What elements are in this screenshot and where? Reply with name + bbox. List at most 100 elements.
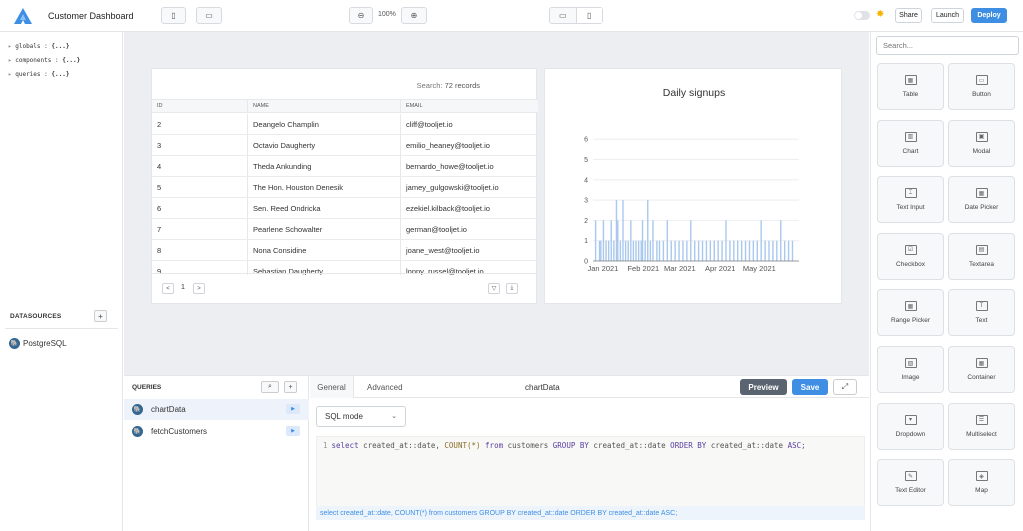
chart-bar xyxy=(686,240,688,261)
widget-card-range-picker[interactable]: ▦ Range Picker xyxy=(877,289,944,337)
chart-bar xyxy=(678,240,680,261)
chevron-down-icon: ⌄ xyxy=(391,413,397,420)
widget-card-map[interactable]: ◈ Map xyxy=(948,459,1015,507)
widget-card-chart[interactable]: ▥ Chart xyxy=(877,119,944,167)
add-query-button[interactable]: + xyxy=(284,381,297,393)
expand-button[interactable]: ⤢ xyxy=(833,379,857,395)
table-cell: bernardo_howe@tooljet.io xyxy=(400,156,538,176)
run-query-icon[interactable]: ▶ xyxy=(286,426,300,436)
table-row[interactable]: 4 Theda Ankunding bernardo_howe@tooljet.io xyxy=(152,156,538,177)
table-row[interactable]: 6 Sen. Reed Ondricka ezekiel.kilback@toolj… xyxy=(152,198,538,219)
chart-bar xyxy=(740,240,743,261)
widget-card-button[interactable]: ▭ Button xyxy=(948,63,1015,110)
widget-card-textarea[interactable]: ▤ Textarea xyxy=(948,232,1015,280)
chart-widget[interactable]: Daily signups 0 1 2 3 4 5 6 Jan 2021 Feb 2021 Mar… xyxy=(544,68,842,304)
table-cell: emilio_heaney@tooljet.io xyxy=(400,135,538,155)
tooljet-logo-icon[interactable] xyxy=(14,8,32,24)
toggle-inspector-button[interactable]: ▭ xyxy=(196,7,222,24)
search-queries-button[interactable]: ⌕ xyxy=(261,381,279,393)
table-search[interactable]: Search: 72 records xyxy=(416,81,480,90)
table-footer: < 1 > ▽ ⤓ xyxy=(152,273,538,303)
table-row[interactable]: 2 Deangelo Champlin cliff@tooljet.io xyxy=(152,114,538,135)
widget-card-table[interactable]: ▦ Table xyxy=(877,63,944,110)
column-header-name[interactable]: NAME xyxy=(247,100,400,112)
desktop-icon[interactable]: ▭ xyxy=(558,11,567,20)
zoom-out-button[interactable]: ⊖ xyxy=(349,7,373,24)
mobile-icon[interactable]: ▯ xyxy=(575,8,602,23)
widget-label: Image xyxy=(901,374,920,381)
chart-bar xyxy=(632,240,635,261)
tab-advanced[interactable]: Advanced xyxy=(367,382,403,392)
chart-bar xyxy=(705,240,708,261)
chart-bar xyxy=(693,240,696,261)
add-datasource-button[interactable]: + xyxy=(94,310,107,322)
next-page-button[interactable]: > xyxy=(193,283,205,294)
datasources-title: DATASOURCES xyxy=(10,313,62,320)
widget-card-multiselect[interactable]: ☰ Multiselect xyxy=(948,402,1015,450)
run-query-icon[interactable]: ▶ xyxy=(286,404,300,414)
table-widget[interactable]: Search: 72 records ID NAME EMAIL 2 Deange… xyxy=(151,68,538,304)
app-canvas[interactable]: Search: 72 records ID NAME EMAIL 2 Deange… xyxy=(124,32,869,375)
widget-card-checkbox[interactable]: ☑ Checkbox xyxy=(877,232,944,280)
inspector-node-queries[interactable]: queries : {...} xyxy=(8,68,80,82)
table-cell: 8 xyxy=(157,245,162,255)
filter-button[interactable]: ▽ xyxy=(488,283,500,294)
save-button[interactable]: Save xyxy=(792,379,828,395)
chart-bar xyxy=(649,240,652,261)
column-header-email[interactable]: EMAIL xyxy=(400,100,538,112)
datasource-item-postgresql[interactable]: 🐘 PostgreSQL xyxy=(9,338,67,349)
preview-button[interactable]: Preview xyxy=(740,379,787,395)
prev-page-button[interactable]: < xyxy=(162,283,174,294)
widget-card-container[interactable]: ▦ Container xyxy=(948,346,1015,393)
dropdown-icon: ▾ xyxy=(904,414,917,425)
toggle-left-sidebar-button[interactable]: ▯ xyxy=(161,7,186,24)
table-row[interactable]: 9 Sebastian Daugherty lonny_russel@tooljet… xyxy=(152,261,538,275)
table-cell: Deangelo Champlin xyxy=(247,114,400,134)
image-icon: ▨ xyxy=(904,358,917,368)
app-name[interactable]: Customer Dashboard xyxy=(48,11,134,21)
table-cell: Sebastian Daugherty xyxy=(247,261,400,275)
tab-general[interactable]: General xyxy=(310,376,354,398)
x-tick-label: Jan 2021 xyxy=(587,264,618,273)
sql-code: select created_at::date, COUNT(*) from c… xyxy=(331,441,806,450)
widget-card-modal[interactable]: ▣ Modal xyxy=(948,119,1015,167)
table-row[interactable]: 5 The Hon. Houston Denesik jamey_gulgowski… xyxy=(152,177,538,198)
inspector-node-components[interactable]: components : {...} xyxy=(8,54,80,68)
zoom-in-button[interactable]: ⊕ xyxy=(401,7,427,24)
chart-bar xyxy=(666,220,669,261)
query-name-title[interactable]: chartData xyxy=(525,383,560,392)
table-row[interactable]: 8 Nona Considine joane_west@tooljet.io xyxy=(152,240,538,261)
x-tick-label: May 2021 xyxy=(743,264,776,273)
widget-label: Textarea xyxy=(969,260,994,268)
range-calendar-icon: ▦ xyxy=(904,301,917,312)
column-header-id[interactable]: ID xyxy=(157,103,163,109)
widget-label: Checkbox xyxy=(896,260,925,268)
deploy-button[interactable]: Deploy xyxy=(971,8,1007,23)
dark-mode-toggle[interactable] xyxy=(854,11,870,20)
table-cell: 2 xyxy=(157,119,162,129)
share-button[interactable]: Share xyxy=(895,8,922,23)
query-item-fetchcustomers[interactable]: 🐘 fetchCustomers ▶ xyxy=(124,421,309,442)
sql-code-editor[interactable]: 1 select created_at::date, COUNT(*) from … xyxy=(316,436,865,508)
chart-bar xyxy=(630,220,632,261)
widget-search-input[interactable] xyxy=(876,36,1019,55)
inspector-node-globals[interactable]: globals : {...} xyxy=(8,40,80,54)
table-row[interactable]: 7 Pearlene Schowalter german@tooljet.io xyxy=(152,219,538,240)
zoom-out-icon: ⊖ xyxy=(357,11,365,20)
table-row[interactable]: 3 Octavio Daugherty emilio_heaney@tooljet.… xyxy=(152,135,538,156)
map-icon: ◈ xyxy=(975,471,988,482)
widget-card-text[interactable]: T Text xyxy=(948,289,1015,337)
widget-label: Multiselect xyxy=(966,430,997,438)
query-item-chartdata[interactable]: 🐘 chartData ▶ xyxy=(124,399,309,420)
widget-card-text-editor[interactable]: ✎ Text Editor xyxy=(877,459,944,507)
widget-card-dropdown[interactable]: ▾ Dropdown xyxy=(877,402,944,450)
widget-label: Date Picker xyxy=(964,204,999,212)
launch-button[interactable]: Launch xyxy=(931,8,964,23)
sql-mode-select[interactable]: SQL mode ⌄ xyxy=(316,406,406,427)
widget-card-date-picker[interactable]: ▦ Date Picker xyxy=(948,176,1015,224)
widget-card-text-input[interactable]: ⌶ Text Input xyxy=(877,176,944,224)
chart-bar xyxy=(652,220,654,261)
widget-card-image[interactable]: ▨ Image xyxy=(877,346,944,393)
chart-bar xyxy=(748,240,751,261)
download-button[interactable]: ⤓ xyxy=(506,283,518,294)
